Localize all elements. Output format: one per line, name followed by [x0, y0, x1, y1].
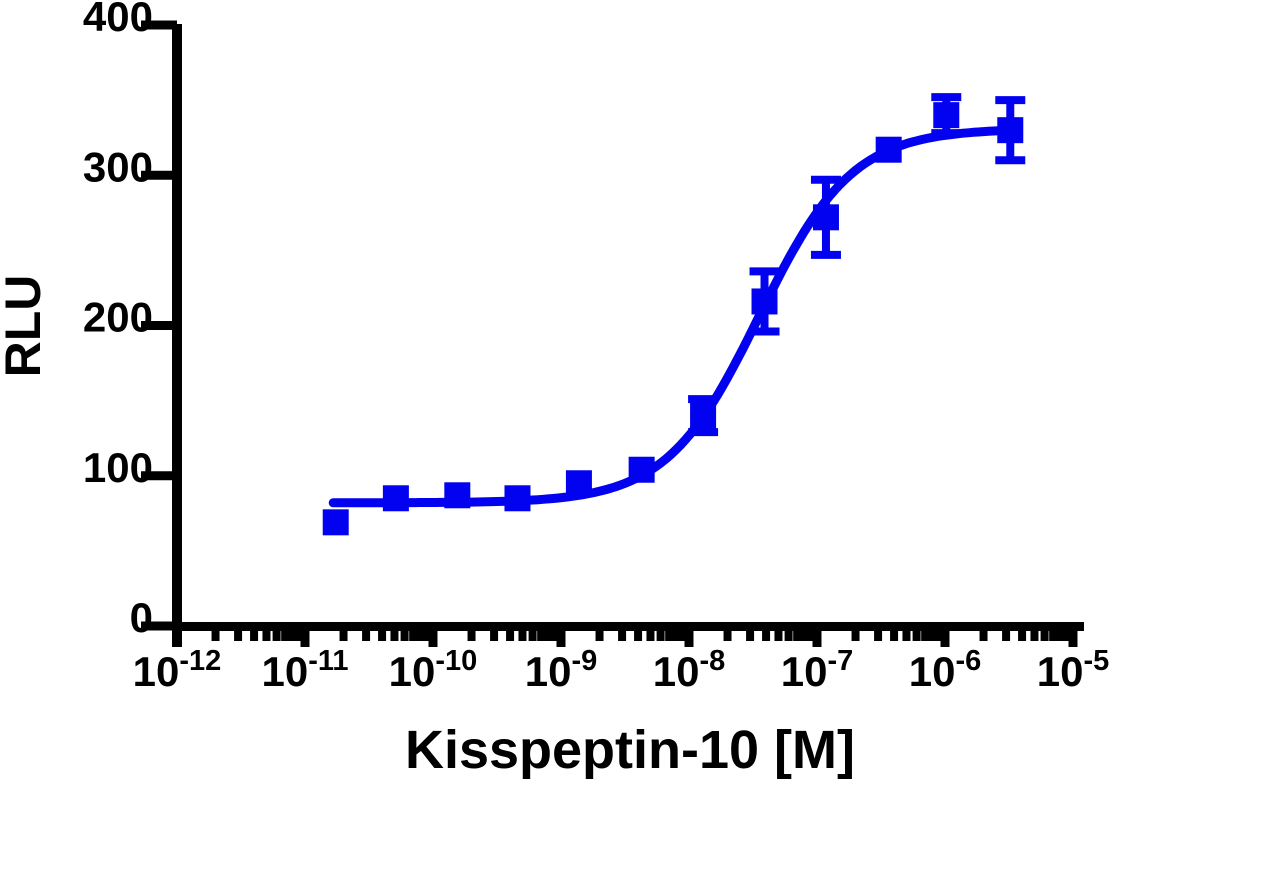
data-point-marker — [628, 456, 655, 483]
x-tick-label: 10-12 — [133, 645, 222, 695]
data-point-marker — [875, 136, 902, 163]
y-tick-label: 0 — [130, 594, 153, 641]
data-point-marker — [504, 485, 531, 512]
y-tick-label: 400 — [83, 0, 153, 40]
data-point-marker — [997, 117, 1024, 144]
y-tick-label: 100 — [83, 444, 153, 491]
y-axis-title: RLU — [0, 275, 51, 378]
data-point-marker — [751, 288, 778, 315]
data-point-marker — [322, 509, 349, 536]
axes-layer: 0 100 200 300 400 10-12 10-11 10-10 10-9 10-8 10-7… — [83, 0, 1109, 695]
data-point-marker — [690, 402, 717, 429]
x-tick-label: 10-7 — [781, 645, 854, 695]
x-tick-label: 10-11 — [261, 645, 348, 695]
y-tick-label: 200 — [83, 294, 153, 341]
x-tick-label: 10-10 — [389, 645, 478, 695]
data-point-marker — [444, 482, 471, 509]
data-point-marker — [382, 485, 409, 512]
data-point-marker — [565, 470, 592, 497]
x-tick-label: 10-8 — [653, 645, 726, 695]
data-point-marker — [933, 102, 960, 129]
x-tick-label: 10-6 — [909, 645, 982, 695]
x-tick-label: 10-5 — [1037, 645, 1110, 695]
fit-curve — [328, 125, 1019, 508]
data-points-layer — [322, 93, 1026, 536]
data-point-marker — [812, 204, 839, 231]
y-tick-label: 300 — [83, 143, 153, 190]
x-axis-title: Kisspeptin-10 [M] — [405, 720, 855, 780]
x-tick-label: 10-9 — [525, 645, 598, 695]
fit-curve-layer — [328, 125, 1019, 508]
